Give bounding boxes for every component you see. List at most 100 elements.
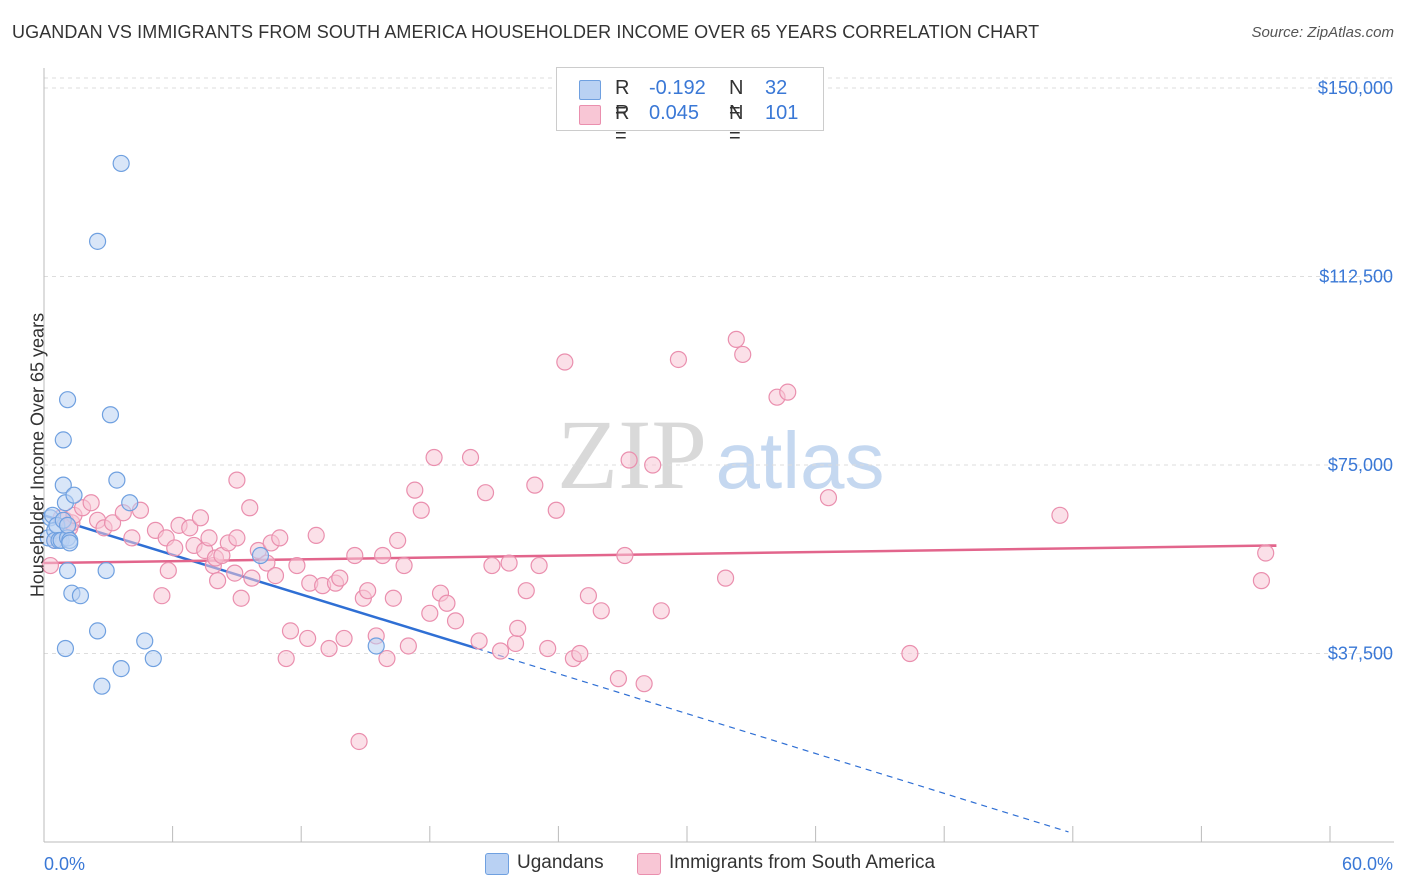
source-label: Source: ZipAtlas.com [1251, 24, 1394, 41]
point-ugandans [71, 587, 90, 605]
point-south-america [374, 546, 392, 565]
point-ugandans [136, 632, 154, 650]
legend-n-label: N = [729, 77, 744, 122]
trend-extension-ugandans [476, 647, 1069, 833]
point-south-america [438, 594, 456, 612]
point-south-america [635, 675, 653, 693]
point-south-america [103, 514, 122, 532]
point-south-america [652, 602, 670, 620]
point-south-america [226, 564, 244, 582]
point-south-america [406, 481, 424, 499]
point-ugandans [88, 232, 107, 250]
point-ugandans [108, 471, 126, 489]
point-south-america [412, 501, 430, 519]
legend-swatch-ugandans [579, 80, 601, 100]
point-ugandans [58, 561, 77, 580]
point-ugandans [54, 431, 72, 449]
point-south-america [819, 489, 838, 507]
point-south-america [491, 642, 510, 660]
point-south-america [620, 451, 638, 469]
point-ugandans [93, 677, 111, 695]
point-south-america [346, 546, 364, 565]
point-south-america [446, 612, 465, 630]
point-ugandans [112, 659, 130, 678]
point-south-america [579, 587, 598, 605]
point-south-america [359, 582, 377, 600]
point-south-america [609, 670, 628, 688]
point-south-america [395, 556, 413, 575]
y-tick-label: $75,000 [1328, 455, 1393, 475]
point-south-america [571, 644, 589, 663]
point-south-america [153, 587, 171, 605]
point-south-america [384, 589, 402, 607]
point-ugandans [101, 406, 120, 424]
point-south-america [271, 529, 289, 547]
point-south-america [389, 531, 407, 550]
point-ugandans [58, 516, 77, 534]
tick-labels: $37,500 $75,000 $112,500 $150,000 0.0% 60.0% [44, 78, 1393, 874]
point-south-america [277, 649, 295, 668]
point-south-america [556, 353, 574, 371]
point-south-america [378, 649, 396, 668]
point-south-america [243, 569, 261, 587]
trend-line-south-america [43, 544, 1277, 565]
legend-n-value: 32 [765, 77, 788, 99]
point-ugandans [97, 561, 115, 580]
point-south-america [526, 476, 544, 494]
legend-swatch-south-america [579, 105, 601, 125]
point-south-america [592, 602, 610, 620]
y-tick-label: $37,500 [1328, 644, 1393, 664]
legend-n-value: 101 [765, 102, 799, 124]
point-south-america [320, 639, 338, 658]
legend-n-label: N = [729, 102, 744, 147]
y-tick-label: $112,500 [1319, 267, 1393, 287]
point-ugandans [367, 637, 385, 655]
point-south-america [232, 589, 250, 607]
point-south-america [483, 556, 501, 575]
legend-r-value: 0.045 [649, 102, 700, 124]
point-south-america [166, 539, 184, 557]
point-south-america [669, 350, 688, 369]
point-south-america [228, 529, 246, 547]
point-south-america [547, 501, 565, 519]
point-ugandans [58, 391, 77, 409]
y-tick-label: $150,000 [1318, 78, 1393, 98]
point-south-america [399, 637, 417, 655]
point-south-america [123, 529, 141, 547]
legend-r-label: R = [615, 102, 630, 147]
point-south-america [191, 509, 210, 527]
bottom-legend-swatch-south-america [637, 853, 661, 875]
point-south-america [181, 519, 199, 537]
legend-r-value: -0.192 [649, 77, 706, 99]
point-south-america [425, 448, 443, 467]
point-ugandans [251, 546, 270, 565]
point-south-america [734, 345, 752, 364]
point-south-america [616, 546, 634, 565]
legend-r-label: R = [615, 77, 630, 122]
point-south-america [241, 499, 259, 517]
chart-title: UGANDAN VS IMMIGRANTS FROM SOUTH AMERICA… [12, 22, 1040, 42]
watermark-atlas: atlas [716, 416, 885, 505]
point-south-america [644, 456, 662, 474]
point-south-america [159, 561, 177, 580]
point-south-america [266, 567, 285, 585]
point-ugandans [144, 649, 162, 668]
point-south-america [350, 732, 368, 751]
point-south-america [1051, 506, 1069, 524]
point-south-america [82, 494, 100, 512]
bottom-legend-label: Ugandans [517, 852, 604, 873]
point-south-america [335, 629, 353, 648]
point-south-america [288, 556, 306, 575]
point-south-america [506, 634, 525, 653]
axes [43, 68, 1394, 843]
point-south-america [716, 569, 735, 587]
point-south-america [299, 629, 317, 648]
point-ugandans [56, 639, 75, 658]
point-ugandans [88, 622, 107, 640]
point-south-america [307, 526, 325, 544]
point-south-america [461, 448, 480, 467]
point-south-america [331, 569, 349, 587]
point-south-america [1252, 572, 1271, 590]
point-south-america [470, 632, 488, 650]
